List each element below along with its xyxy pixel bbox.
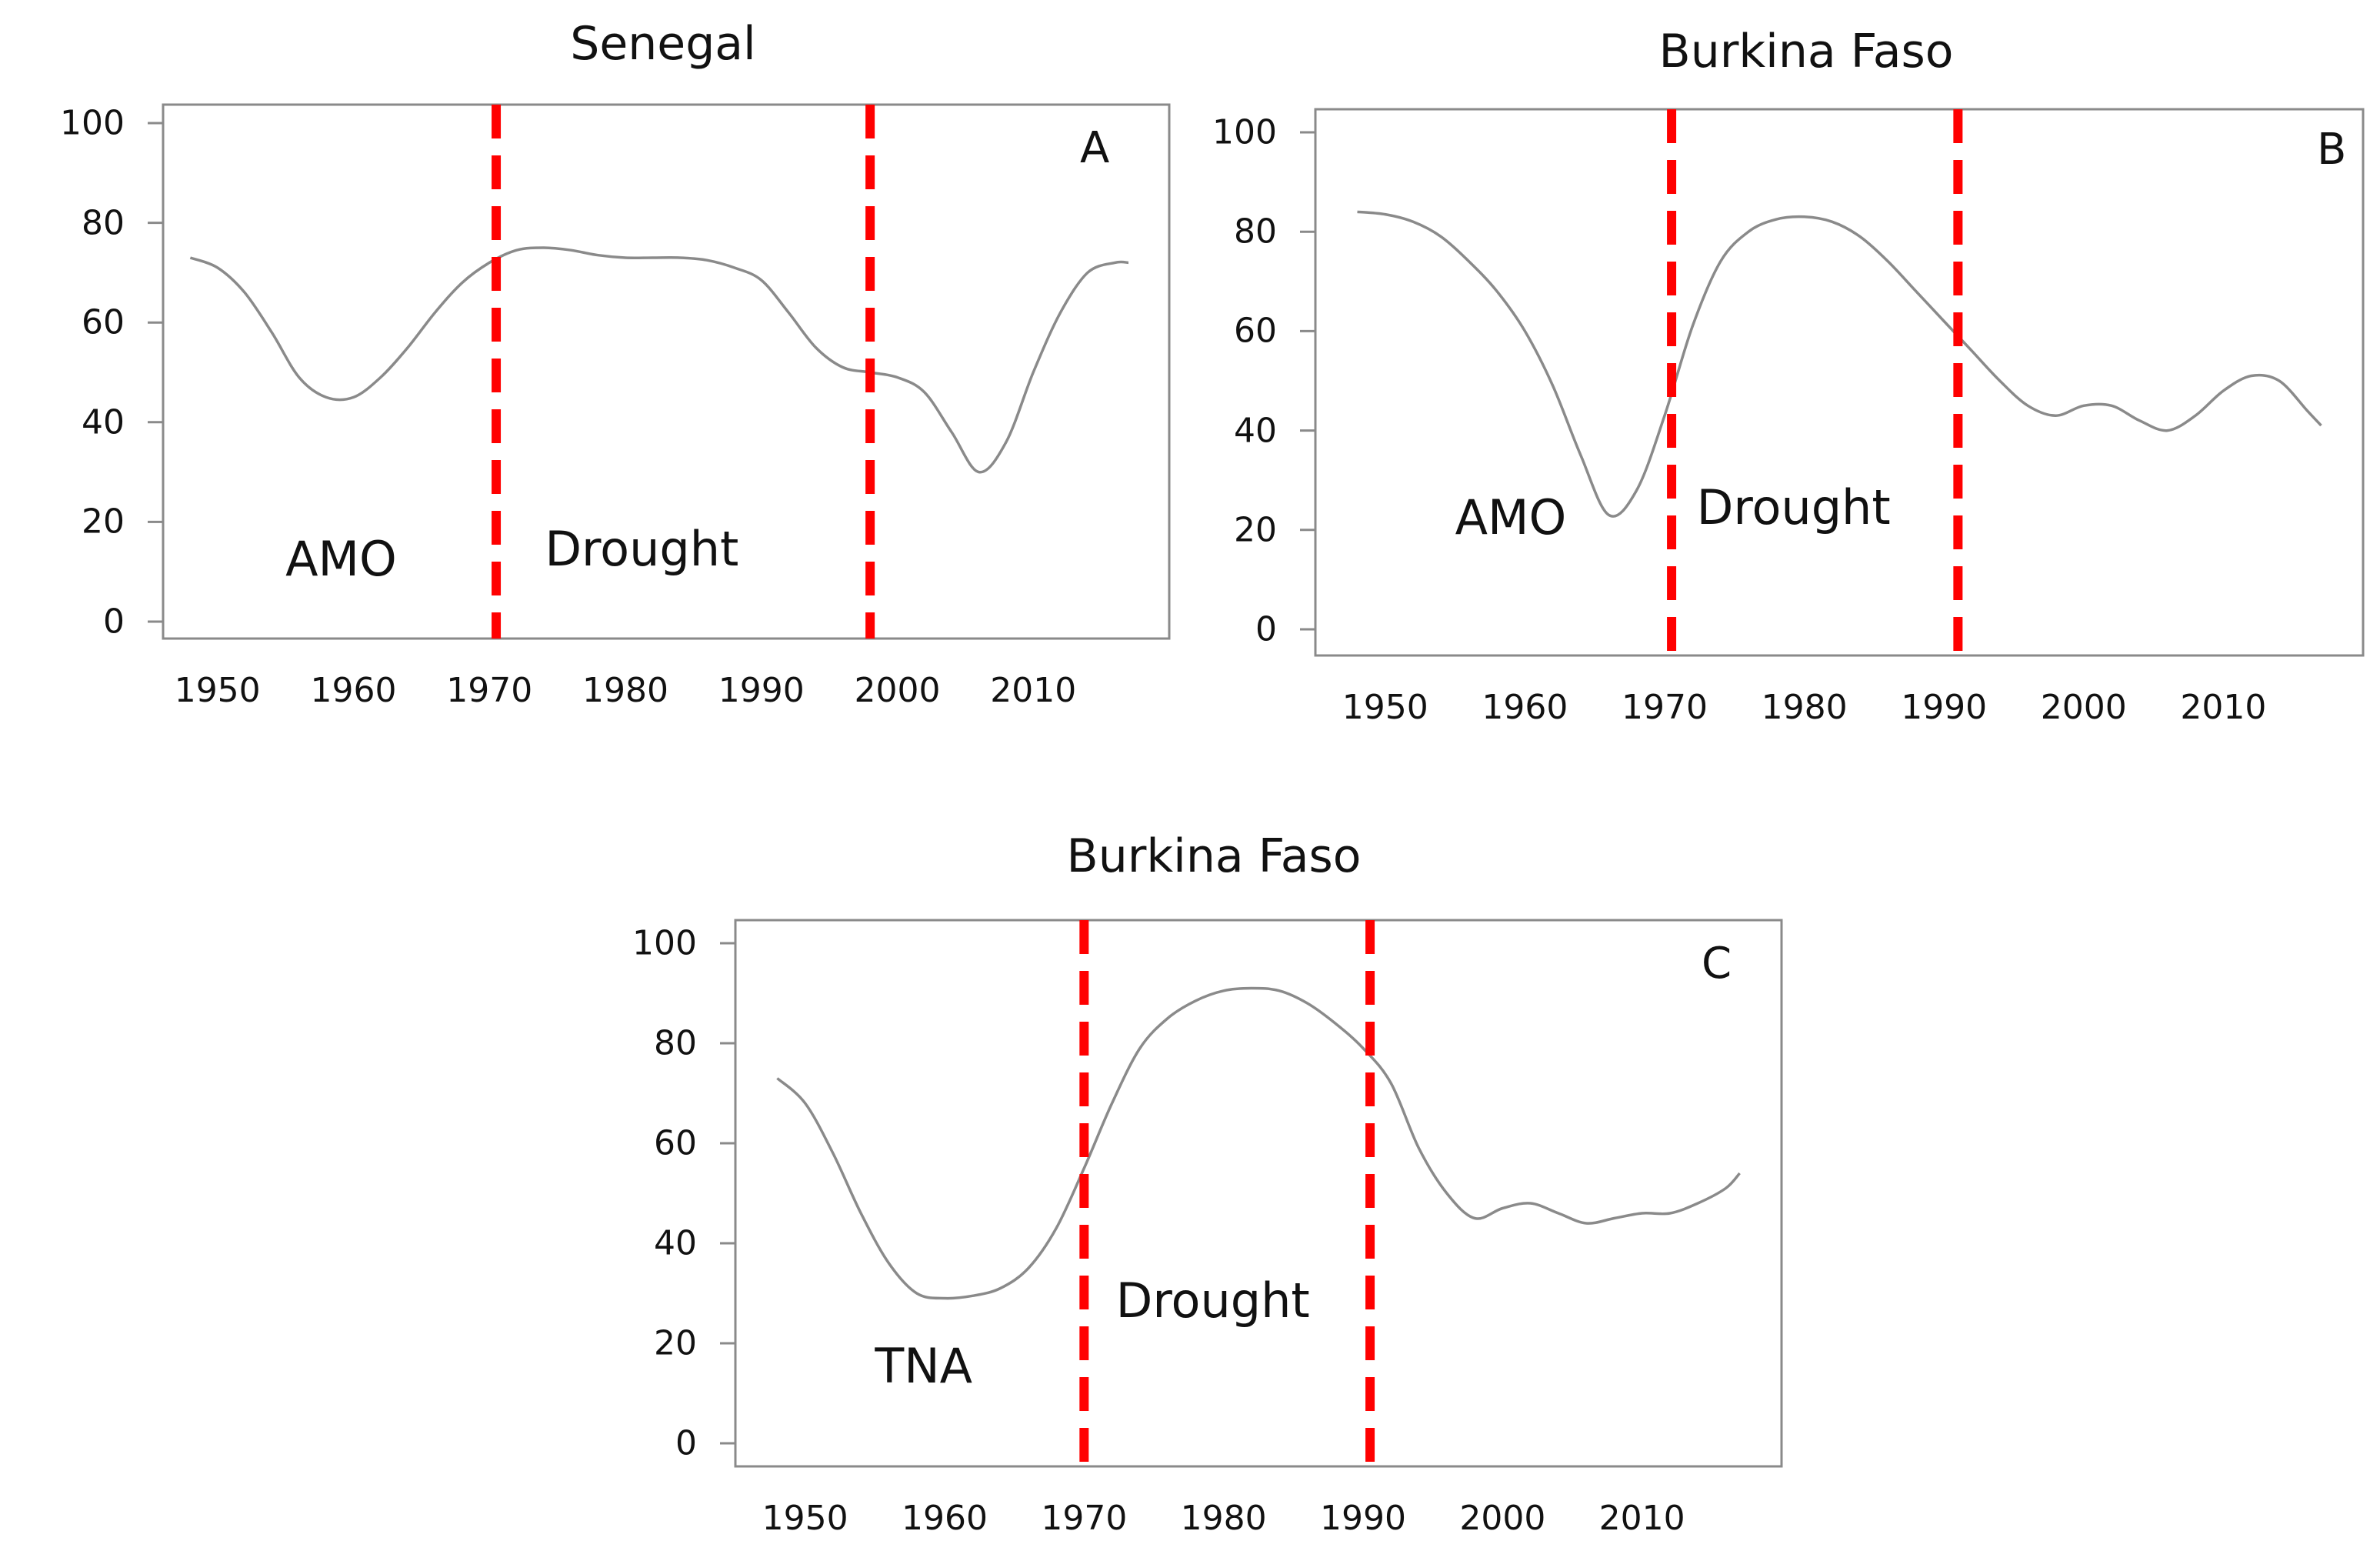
index-annotation: AMO	[1455, 489, 1567, 545]
x-tick-label: 1960	[1482, 688, 1568, 727]
chart-title: Burkina Faso	[1658, 25, 1954, 78]
y-tick-label: 40	[654, 1223, 697, 1263]
x-tick-label: 2000	[1459, 1499, 1546, 1538]
x-tick-label: 1990	[718, 671, 805, 710]
y-tick-label: 80	[654, 1023, 697, 1063]
y-tick-label: 80	[1234, 212, 1277, 252]
drought-annotation: Drought	[1696, 479, 1891, 535]
x-tick-label: 1950	[1342, 688, 1428, 727]
panel-c-burkina-faso-tna: Burkina Faso C 0 20 40 60 80 100 1950 1960 1970 1…	[0, 800, 2380, 1551]
index-annotation: TNA	[875, 1337, 972, 1394]
plot-frame	[162, 103, 1171, 640]
x-tick-label: 1950	[762, 1499, 848, 1538]
x-tick-label: 2010	[990, 671, 1077, 710]
y-tick-label: 100	[60, 103, 125, 143]
y-tick-label: 20	[1234, 510, 1277, 550]
y-tick-label: 20	[82, 502, 125, 542]
y-tick-label: 0	[1255, 609, 1277, 649]
drought-annotation: Drought	[545, 521, 739, 578]
plot-frame	[734, 919, 1783, 1468]
x-tick-label: 1980	[1180, 1499, 1267, 1538]
x-tick-label: 1970	[446, 671, 533, 710]
y-tick-label: 40	[1234, 411, 1277, 451]
y-tick-label: 80	[82, 203, 125, 243]
panel-a-senegal: Senegal A 0 20 40 60 80 100 1950 1960 1970 1980 19…	[0, 0, 1185, 754]
series-line	[1357, 210, 2322, 518]
y-tick-label: 60	[82, 302, 125, 342]
x-tick-label: 2000	[854, 671, 941, 710]
x-tick-label: 1980	[1761, 688, 1848, 727]
series-line	[776, 986, 1741, 1300]
x-tick-label: 1980	[582, 671, 668, 710]
series-line	[189, 246, 1129, 474]
y-tick-label: 60	[1234, 311, 1277, 351]
x-tick-label: 1960	[310, 671, 397, 710]
panel-letter: A	[1080, 123, 1110, 173]
y-tick-label: 20	[654, 1323, 697, 1363]
x-tick-label: 2010	[1598, 1499, 1685, 1538]
chart-title: Senegal	[570, 17, 756, 71]
chart-svg	[1300, 108, 2365, 657]
panel-b-burkina-faso-amo: Burkina Faso B 0 20 40 60 80 100 1950 1960 1970 1…	[1185, 0, 2380, 754]
chart-title: Burkina Faso	[1066, 829, 1362, 883]
y-tick-label: 100	[1212, 112, 1277, 152]
x-tick-label: 1970	[1622, 688, 1708, 727]
panel-letter: B	[2317, 125, 2347, 175]
x-tick-label: 1970	[1041, 1499, 1128, 1538]
x-tick-label: 2000	[2040, 688, 2127, 727]
plot-frame	[1314, 108, 2365, 657]
x-tick-label: 2010	[2180, 688, 2267, 727]
x-tick-label: 1990	[1320, 1499, 1406, 1538]
chart-svg	[720, 919, 1783, 1468]
y-tick-label: 0	[675, 1423, 697, 1463]
index-annotation: AMO	[285, 531, 397, 588]
panel-letter: C	[1702, 939, 1732, 989]
y-tick-label: 60	[654, 1123, 697, 1163]
x-tick-label: 1990	[1901, 688, 1988, 727]
x-tick-label: 1950	[174, 671, 261, 710]
chart-svg	[148, 103, 1171, 640]
drought-annotation: Drought	[1115, 1272, 1310, 1329]
y-tick-label: 100	[632, 923, 697, 963]
y-tick-label: 0	[103, 602, 125, 642]
x-tick-label: 1960	[902, 1499, 988, 1538]
y-tick-label: 40	[82, 402, 125, 442]
